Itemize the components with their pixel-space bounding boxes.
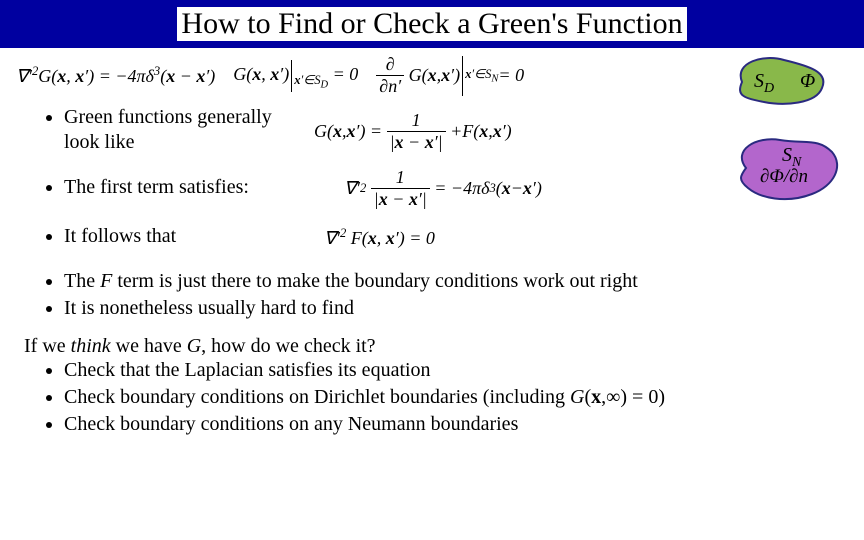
bullet-follows: It follows that — [64, 224, 294, 251]
row-follows: It follows that ∇′2 F(x, x′) = 0 — [24, 224, 840, 251]
check-intro: If we think we have G, how do we check i… — [24, 335, 840, 358]
bullet-item: The first term satisfies: — [64, 175, 294, 200]
eq-green-form: G(x, x′) = 1|x − x′| + F(x, x′) — [314, 110, 512, 153]
row-first-term: The first term satisfies: ∇′2 1|x − x′| … — [24, 167, 840, 210]
bullet-item: The F term is just there to make the bou… — [64, 269, 840, 294]
check-bullets: Check that the Laplacian satisfies its e… — [64, 358, 840, 437]
eq-laplacian-delta: ∇′2G(x, x′) = −4πδ3(x − x′) — [16, 64, 215, 87]
slide-title: How to Find or Check a Green's Function — [177, 7, 686, 41]
bullet-item: It follows that — [64, 224, 294, 249]
eq-first-term: ∇′2 1|x − x′| = −4πδ3(x − x′) — [344, 167, 542, 210]
eq-neumann-bc: ∂∂n′ G(x, x′)x′∈SN = 0 — [376, 54, 524, 97]
bullet-item: Green functions generally look like — [64, 105, 294, 155]
slide-body: ∇′2G(x, x′) = −4πδ3(x − x′) G(x, x′)x′∈S… — [0, 48, 864, 437]
eq-follows: ∇′2 F(x, x′) = 0 — [324, 226, 435, 249]
bullet-item: Check that the Laplacian satisfies its e… — [64, 358, 840, 383]
bullet-first-term: The first term satisfies: — [64, 175, 294, 202]
eq-dirichlet-bc: G(x, x′)x′∈SD = 0 — [233, 60, 358, 92]
bullet-green-form: Green functions generally look like — [64, 105, 294, 157]
bullet-item: Check boundary conditions on any Neumann… — [64, 412, 840, 437]
top-equation-row: ∇′2G(x, x′) = −4πδ3(x − x′) G(x, x′)x′∈S… — [16, 54, 840, 97]
bullet-item: Check boundary conditions on Dirichlet b… — [64, 385, 840, 410]
title-bar: How to Find or Check a Green's Function — [0, 0, 864, 48]
row-green-form: Green functions generally look like G(x,… — [24, 105, 840, 157]
bullet-item: It is nonetheless usually hard to find — [64, 296, 840, 321]
bullets-mid: The F term is just there to make the bou… — [64, 269, 840, 321]
